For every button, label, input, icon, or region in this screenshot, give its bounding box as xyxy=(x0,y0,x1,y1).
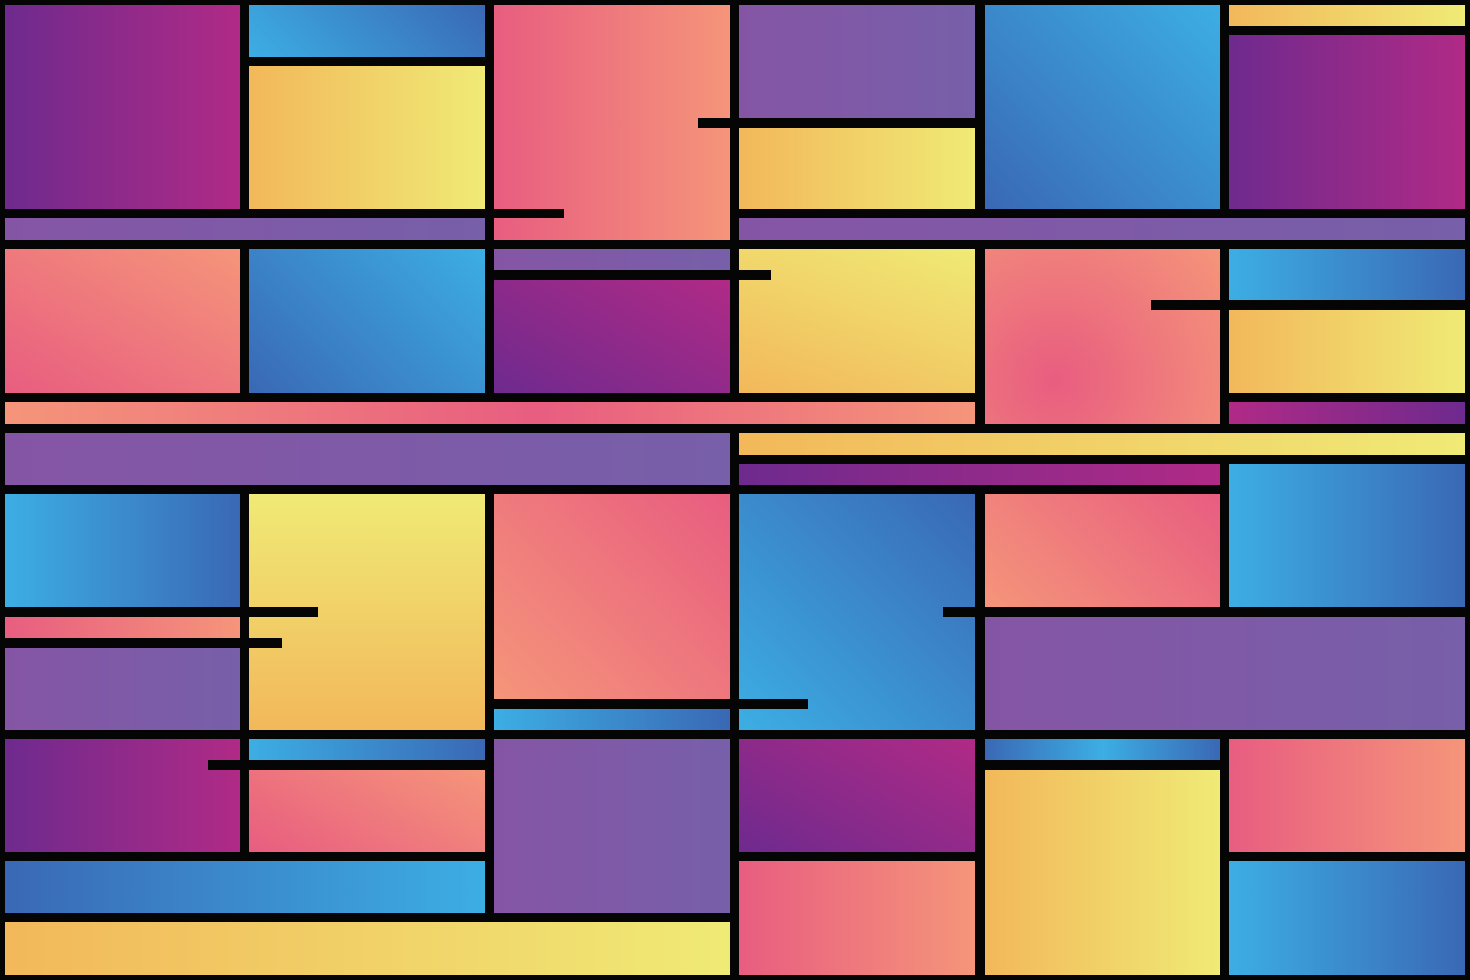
gradient-tile xyxy=(739,249,975,393)
gradient-tile xyxy=(5,402,975,424)
gradient-tile xyxy=(985,5,1220,209)
gradient-tile xyxy=(1229,249,1465,300)
gradient-tile xyxy=(5,494,240,607)
gradient-tile xyxy=(739,861,975,975)
gradient-tile xyxy=(249,66,485,209)
grid-line-segment xyxy=(208,760,249,770)
grid-line-segment xyxy=(5,638,282,648)
grid-line-segment xyxy=(943,607,1465,617)
gradient-tile xyxy=(5,922,730,975)
gradient-tile xyxy=(494,739,730,913)
gradient-tile xyxy=(5,617,240,638)
grid-line-segment xyxy=(494,270,771,280)
gradient-tile xyxy=(739,433,1465,455)
gradient-tile xyxy=(494,249,730,270)
gradient-tile xyxy=(1229,402,1465,424)
gradient-tile xyxy=(5,249,240,393)
grid-line-segment xyxy=(698,118,739,128)
grid-line-segment xyxy=(494,699,808,709)
gradient-tile xyxy=(1229,35,1465,209)
gradient-tile xyxy=(5,433,730,485)
gradient-tile xyxy=(1229,5,1465,26)
gradient-tile xyxy=(739,494,975,730)
gradient-tile xyxy=(739,464,1220,485)
gradient-tile xyxy=(739,739,975,852)
gradient-tile xyxy=(5,648,240,730)
gradient-tile xyxy=(985,249,1220,424)
gradient-tile xyxy=(985,617,1465,730)
gradient-tile xyxy=(249,739,485,760)
gradient-tile xyxy=(249,770,485,852)
gradient-tile xyxy=(985,494,1220,607)
gradient-tile xyxy=(739,5,975,118)
gradient-tile xyxy=(739,218,1465,240)
gradient-tile xyxy=(739,128,975,209)
gradient-tile xyxy=(1229,464,1465,607)
gradient-tile xyxy=(494,494,730,699)
gradient-tile xyxy=(5,5,240,209)
gradient-tile xyxy=(985,739,1220,760)
gradient-tile xyxy=(1229,861,1465,975)
gradient-tile xyxy=(1229,739,1465,852)
gradient-tile xyxy=(985,770,1220,975)
gradient-tile xyxy=(1229,310,1465,393)
grid-line-segment xyxy=(485,209,564,218)
gradient-tile xyxy=(249,5,485,57)
gradient-tile xyxy=(249,249,485,393)
gradient-tile xyxy=(5,218,485,240)
gradient-tile xyxy=(494,5,730,240)
gradient-tile xyxy=(5,739,240,852)
grid-line-segment xyxy=(1151,300,1465,310)
grid-line-segment xyxy=(5,607,318,617)
gradient-tile xyxy=(5,861,485,913)
gradient-tile xyxy=(494,709,730,730)
gradient-tile xyxy=(494,280,730,393)
